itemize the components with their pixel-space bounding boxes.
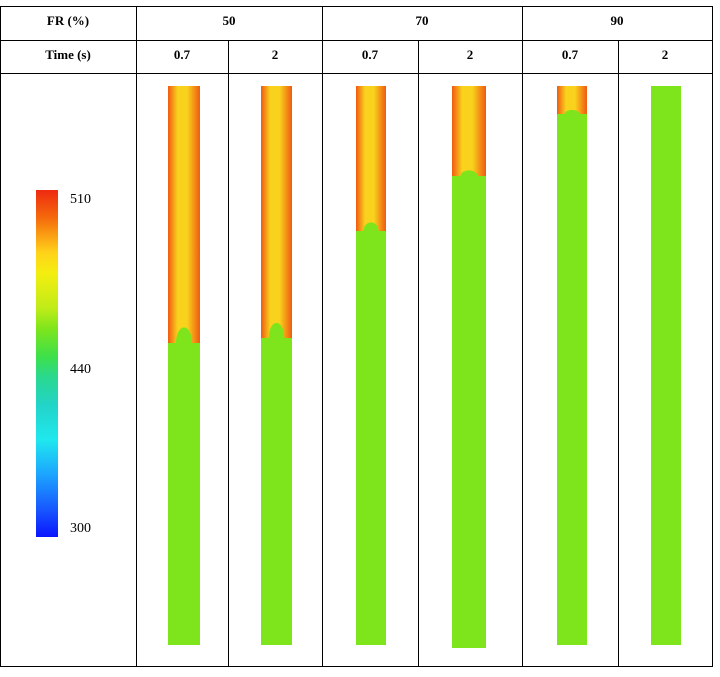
- interface-plume: [557, 106, 587, 114]
- contour-fr90-t2: [651, 86, 681, 645]
- contour-fr50-t0.7: [168, 86, 200, 645]
- time-header-label: Time (s): [45, 47, 91, 62]
- temperature-colorbar: [36, 190, 58, 537]
- liquid-region: [452, 86, 486, 648]
- interface-plume: [356, 214, 386, 231]
- interface-plume: [168, 312, 200, 343]
- time-col-3: 0.7: [361, 47, 379, 62]
- time-col-2: 2: [271, 47, 279, 62]
- liquid-region: [557, 86, 587, 645]
- table-rule-1: [0, 40, 713, 41]
- table-rule-2: [0, 73, 713, 74]
- hot-gas-region: [452, 86, 486, 176]
- time-col-6: 2: [661, 47, 669, 62]
- contour-fr50-t2: [261, 86, 292, 645]
- contour-fr90-t0.7: [557, 86, 587, 645]
- table-divider-f: [618, 40, 619, 667]
- fr-group-70: 70: [415, 13, 429, 28]
- time-col-5: 0.7: [561, 47, 579, 62]
- table-divider-d: [418, 40, 419, 667]
- time-col-4: 2: [466, 47, 474, 62]
- table-divider-b: [228, 40, 229, 667]
- fr-group-90: 90: [610, 13, 624, 28]
- table-divider-e: [522, 6, 523, 667]
- fr-group-50: 50: [222, 13, 236, 28]
- table-border-right: [712, 6, 713, 667]
- time-col-1: 0.7: [173, 47, 191, 62]
- table-divider-a: [136, 6, 137, 667]
- interface-plume: [452, 165, 486, 176]
- contour-fr70-t2: [452, 86, 486, 648]
- table-rule-bottom: [0, 666, 713, 667]
- hot-gas-region: [356, 86, 386, 231]
- colorbar-tick-510: 510: [70, 192, 91, 207]
- hot-gas-region: [168, 86, 200, 343]
- liquid-region: [651, 86, 681, 645]
- fr-header-label: FR (%): [46, 13, 90, 28]
- colorbar-tick-440: 440: [70, 362, 91, 377]
- table-border-left: [0, 6, 1, 667]
- hot-gas-region: [261, 86, 292, 338]
- table-divider-c: [322, 6, 323, 667]
- contour-fr70-t0.7: [356, 86, 386, 645]
- colorbar-tick-300: 300: [70, 521, 91, 536]
- interface-plume: [261, 308, 292, 338]
- table-rule-top: [0, 6, 713, 7]
